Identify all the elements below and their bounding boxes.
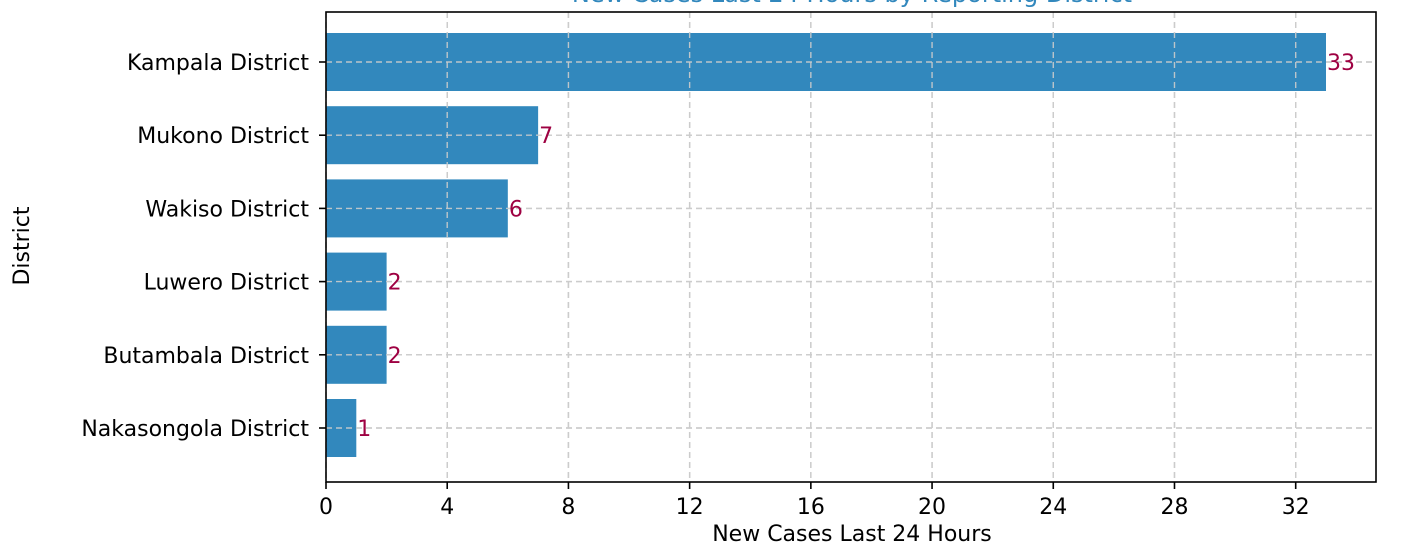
x-axis-title: New Cases Last 24 Hours — [712, 522, 992, 547]
bar-value-label: 6 — [509, 197, 523, 222]
bar-value-label: 1 — [357, 417, 371, 442]
x-tick-label: 8 — [561, 495, 575, 520]
y-axis-title: District — [10, 206, 35, 285]
x-tick-label: 16 — [797, 495, 825, 520]
y-tick-label: Mukono District — [137, 124, 309, 149]
bar-value-label: 2 — [388, 344, 402, 369]
x-tick-label: 24 — [1039, 495, 1067, 520]
y-tick-label: Wakiso District — [145, 197, 309, 222]
bar-value-label: 7 — [539, 124, 553, 149]
x-tick-label: 12 — [676, 495, 704, 520]
y-tick-label: Kampala District — [127, 51, 309, 76]
bar-value-label: 2 — [388, 271, 402, 296]
x-tick-label: 0 — [319, 495, 333, 520]
x-tick-label: 32 — [1282, 495, 1310, 520]
x-tick-label: 28 — [1160, 495, 1188, 520]
bar-value-labels: 33 7 6 2 2 1 — [357, 51, 1355, 442]
chart-title: New Cases Last 24 Hours by Reporting Dis… — [572, 0, 1132, 8]
bar-value-label: 33 — [1327, 51, 1355, 76]
axes-spine — [325, 11, 1377, 483]
y-tick-label: Butambala District — [103, 344, 309, 369]
y-tick-label: Luwero District — [144, 271, 310, 296]
plot-frame — [325, 11, 1377, 483]
y-tick-label: Nakasongola District — [81, 417, 309, 442]
x-tick-label: 20 — [918, 495, 946, 520]
x-tick-label: 4 — [440, 495, 454, 520]
bars — [325, 12, 1376, 482]
